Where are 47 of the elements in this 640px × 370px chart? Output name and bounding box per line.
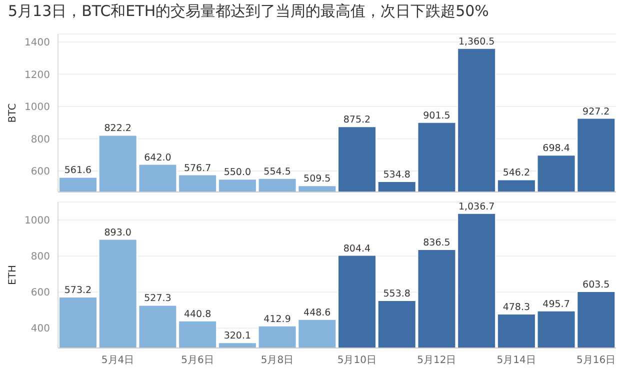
x-tick-label: 5月12日	[417, 355, 456, 366]
data-label: 927.2	[582, 106, 610, 118]
y-tick-label: 1000	[24, 102, 50, 114]
y-tick-label: 600	[30, 288, 50, 299]
data-label: 642.0	[144, 152, 172, 164]
data-label: 554.5	[264, 166, 291, 178]
data-label: 1,036.7	[458, 201, 495, 212]
data-label: 576.7	[184, 162, 212, 174]
x-tick-label: 5月10日	[337, 355, 376, 366]
data-label: 553.8	[383, 288, 410, 300]
data-label: 822.2	[104, 123, 132, 134]
y-axis-title: BTC	[8, 103, 19, 123]
y-tick-label: 400	[30, 324, 50, 335]
data-label: 550.0	[224, 167, 252, 178]
data-label: 698.4	[542, 143, 570, 154]
data-label: 527.3	[144, 293, 172, 304]
data-label: 603.5	[582, 279, 610, 290]
y-tick-label: 600	[30, 166, 50, 178]
data-label: 478.3	[502, 302, 530, 314]
y-tick-label: 1200	[24, 70, 50, 81]
data-label: 546.2	[502, 168, 530, 179]
y-axis-title: ETH	[8, 265, 19, 285]
data-label: 875.2	[343, 114, 371, 126]
y-tick-label: 1000	[24, 216, 50, 227]
data-label: 836.5	[423, 237, 450, 248]
data-label: 804.4	[343, 243, 371, 254]
data-label: 534.8	[383, 170, 410, 181]
data-label: 893.0	[104, 227, 132, 238]
data-label: 1,360.5	[458, 36, 495, 48]
data-label: 320.1	[224, 330, 252, 342]
y-tick-label: 800	[30, 134, 50, 146]
data-label: 901.5	[423, 110, 450, 122]
data-label: 440.8	[184, 308, 212, 320]
y-tick-label: 1400	[24, 38, 50, 49]
chart-title: 5月13日，BTC和ETH的交易量都达到了当周的最高值，次日下跌超50%	[7, 1, 490, 22]
y-tick-label: 800	[30, 252, 50, 263]
data-label: 561.6	[64, 165, 92, 176]
x-tick-label: 5月4日	[101, 355, 134, 366]
x-tick-label: 5月16日	[576, 355, 616, 366]
data-label: 412.9	[264, 314, 291, 325]
data-label: 448.6	[304, 307, 331, 318]
x-tick-label: 5月8日	[260, 355, 294, 366]
x-tick-label: 5月14日	[496, 355, 536, 366]
x-tick-label: 5月6日	[181, 355, 214, 366]
data-label: 495.7	[542, 298, 570, 310]
data-label: 509.5	[304, 174, 331, 185]
data-label: 573.2	[64, 284, 92, 296]
